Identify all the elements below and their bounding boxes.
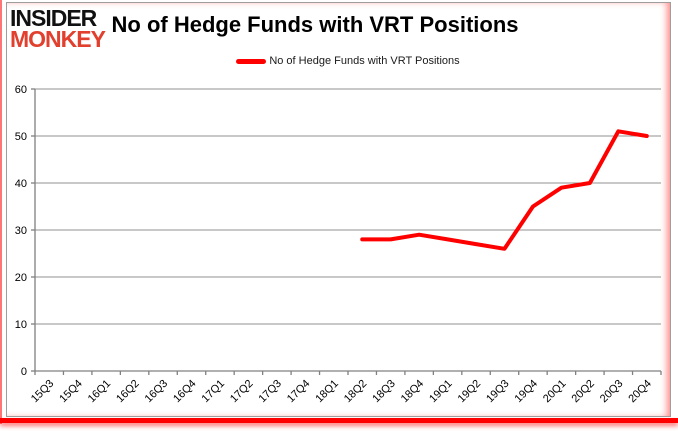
- y-tick-label: 40: [15, 178, 27, 190]
- x-tick-label: 18Q3: [370, 378, 398, 406]
- x-tick-label: 16Q3: [143, 378, 171, 406]
- y-tick-label: 50: [15, 131, 27, 143]
- x-tick-label: 17Q2: [228, 378, 256, 406]
- y-tick-label: 0: [21, 366, 27, 378]
- series-line: [360, 129, 649, 251]
- legend-label: No of Hedge Funds with VRT Positions: [269, 55, 460, 67]
- logo-text-insider: INSIDER: [10, 5, 97, 31]
- x-tick-label: 16Q4: [171, 378, 199, 406]
- x-tick-label: 20Q3: [598, 378, 626, 406]
- legend-line-swatch-icon: [236, 58, 267, 64]
- y-tick-label: 60: [15, 84, 27, 96]
- x-tick-label: 16Q2: [114, 378, 142, 406]
- chart-panel: [6, 2, 671, 417]
- logo-text-monkey: MONKEY: [10, 26, 106, 53]
- chart-legend: No of Hedge Funds with VRT Positions: [35, 54, 661, 68]
- x-tick-label: 15Q4: [57, 378, 85, 406]
- x-tick-label: 17Q1: [200, 378, 228, 406]
- x-tick-label: 20Q2: [569, 378, 597, 406]
- x-tick-label: 19Q2: [456, 378, 484, 406]
- x-tick-label: 20Q1: [541, 378, 569, 406]
- y-tick-label: 30: [15, 225, 27, 237]
- y-tick-label: 10: [15, 319, 27, 331]
- insider-monkey-logo: INSIDER MONKEY: [10, 5, 106, 53]
- x-tick-label: 17Q4: [285, 378, 313, 406]
- x-tick-label: 18Q1: [313, 378, 341, 406]
- x-tick-label: 19Q3: [484, 378, 512, 406]
- x-tick-label: 16Q1: [86, 378, 114, 406]
- x-tick-label: 15Q3: [29, 378, 57, 406]
- chart-title: No of Hedge Funds with VRT Positions: [111, 12, 519, 37]
- x-tick-label: 17Q3: [256, 378, 284, 406]
- x-tick-label: 18Q2: [342, 378, 370, 406]
- x-tick-label: 20Q4: [626, 378, 654, 406]
- x-tick-label: 19Q4: [513, 378, 541, 406]
- x-tick-label: 18Q4: [399, 378, 427, 406]
- x-tick-label: 19Q1: [427, 378, 455, 406]
- red-accent-left-edge: [0, 0, 2, 424]
- red-accent-bottom-bar: [0, 418, 678, 423]
- y-tick-label: 20: [15, 272, 27, 284]
